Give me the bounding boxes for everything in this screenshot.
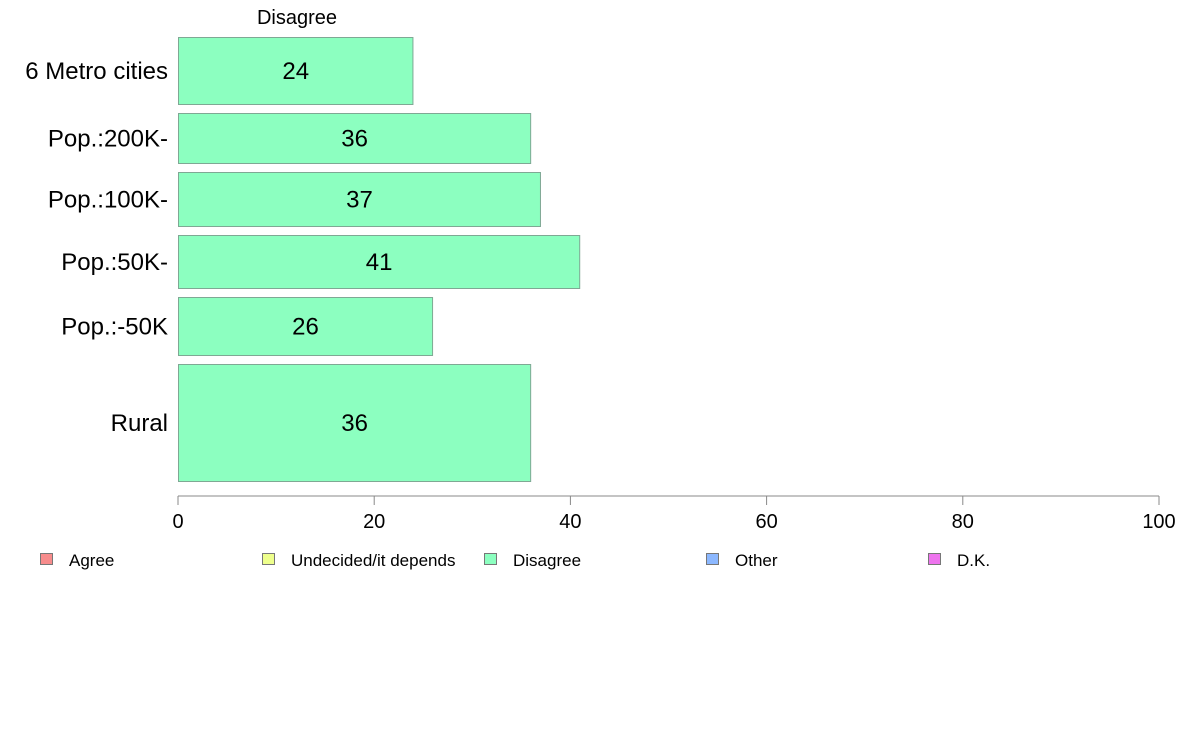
bars	[178, 37, 581, 482]
legend-swatch	[40, 553, 53, 565]
category-label: Pop.:100K-	[48, 187, 168, 214]
category-label: Pop.:50K-	[61, 249, 168, 276]
legend-swatch	[928, 553, 941, 565]
legend-label: Other	[735, 551, 778, 570]
data-labels: 24 36 37 41 26 36	[282, 58, 392, 437]
x-tick-label: 60	[755, 511, 777, 533]
legend-label: D.K.	[957, 551, 990, 570]
legend-label: Undecided/it depends	[291, 551, 455, 570]
data-label: 24	[282, 58, 309, 85]
x-tick-label: 0	[172, 511, 183, 533]
category-labels: 6 Metro cities Pop.:200K- Pop.:100K- Pop.:5…	[25, 58, 168, 437]
bar	[178, 172, 541, 227]
category-label: Pop.:200K-	[48, 126, 168, 153]
bar	[178, 37, 414, 105]
legend-label: Disagree	[513, 551, 581, 570]
bar	[178, 364, 532, 482]
data-label: 26	[292, 314, 319, 341]
data-label: 36	[341, 126, 368, 153]
bar	[178, 113, 532, 164]
legend: Agree Undecided/it depends Disagree Other D.…	[40, 551, 990, 570]
category-label: Rural	[111, 410, 168, 437]
x-tick-label: 20	[363, 511, 385, 533]
legend-label: Agree	[69, 551, 114, 570]
category-label: 6 Metro cities	[25, 58, 168, 85]
category-label: Pop.:-50K	[61, 314, 168, 341]
x-axis: 0 20 40 60 80 100	[172, 495, 1176, 533]
x-tick-label: 40	[559, 511, 581, 533]
x-tick-label: 80	[952, 511, 974, 533]
data-label: 37	[346, 187, 373, 214]
chart-title: Disagree	[257, 7, 337, 29]
legend-swatch	[706, 553, 719, 565]
legend-swatch	[484, 553, 497, 565]
data-label: 36	[341, 410, 368, 437]
data-label: 41	[366, 249, 393, 276]
bar	[178, 235, 581, 289]
x-tick-label: 100	[1142, 511, 1175, 533]
legend-swatch	[262, 553, 275, 565]
bar	[178, 297, 434, 356]
